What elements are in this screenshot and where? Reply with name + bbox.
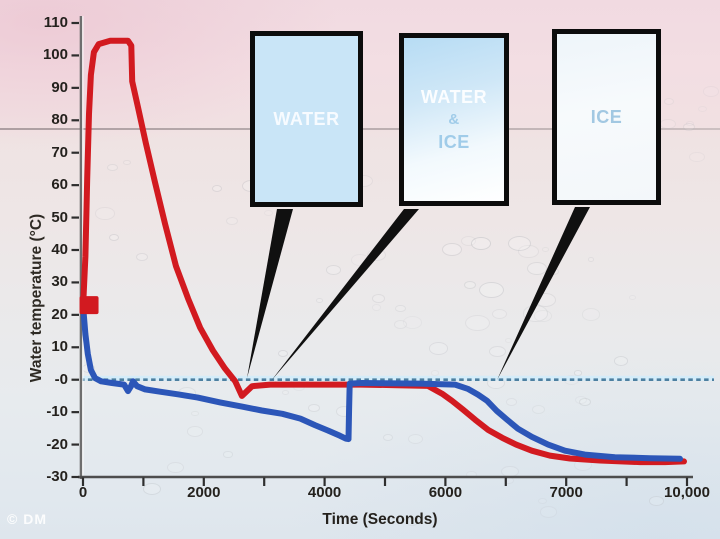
- droplet: [574, 370, 582, 376]
- droplet: [371, 304, 382, 311]
- droplet: [277, 349, 288, 357]
- red-start-marker: [79, 296, 99, 315]
- droplet: [682, 122, 696, 131]
- droplet: [506, 398, 518, 407]
- droplet: [382, 434, 393, 442]
- droplet: [430, 370, 439, 376]
- callout-water-ice-label-amp: &: [448, 110, 460, 128]
- water-ice-box-pointer: [271, 209, 419, 381]
- callout-box-water: WATER: [250, 31, 363, 207]
- droplet: [649, 496, 664, 506]
- droplet: [442, 242, 462, 256]
- callout-box-ice: ICE: [552, 29, 661, 205]
- droplet: [326, 265, 341, 276]
- droplet: [136, 252, 149, 262]
- red-temperature-curve: [80, 37, 687, 466]
- droplet: [405, 517, 418, 527]
- droplet: [504, 337, 512, 344]
- droplet: [371, 293, 386, 303]
- water-box-pointer: [247, 209, 293, 378]
- droplet: [614, 356, 629, 366]
- callout-water-ice-label-water: WATER: [420, 87, 488, 108]
- droplet: [575, 396, 587, 405]
- droplet: [689, 152, 705, 163]
- callout-box-water-and-ice: WATER & ICE: [399, 33, 509, 206]
- droplet: [394, 320, 408, 330]
- callout-pointer-wedges: [247, 207, 590, 381]
- droplet: [264, 210, 273, 217]
- droplet: [407, 433, 423, 445]
- droplet: [429, 342, 449, 355]
- zero-degree-dashed-line: [80, 375, 714, 382]
- droplet: [191, 411, 199, 417]
- droplet: [581, 308, 601, 321]
- droplet: [587, 257, 595, 262]
- droplet: [123, 159, 132, 166]
- droplet: [95, 207, 115, 220]
- droplet: [282, 390, 289, 396]
- droplet: [507, 236, 532, 252]
- droplet: [463, 280, 476, 290]
- droplet: [223, 451, 233, 458]
- droplet: [109, 233, 120, 241]
- callout-box-ice-label: ICE: [590, 106, 623, 127]
- droplet: [539, 506, 557, 518]
- droplet: [308, 404, 320, 412]
- callout-box-water-label: WATER: [273, 108, 340, 129]
- droplet: [531, 405, 546, 415]
- callout-water-ice-label-ice: ICE: [438, 131, 470, 152]
- droplet: [464, 314, 490, 331]
- y-axis-title: Water temperature (°C): [28, 213, 45, 383]
- droplet: [187, 426, 203, 437]
- droplet: [538, 497, 547, 504]
- droplet: [225, 216, 239, 226]
- droplet: [106, 163, 118, 172]
- x-axis-title: Time (Seconds): [322, 511, 438, 528]
- droplet: [663, 97, 674, 105]
- droplet: [211, 184, 223, 192]
- droplet: [526, 261, 547, 275]
- droplet: [628, 295, 636, 301]
- droplet: [395, 304, 407, 313]
- droplet: [541, 246, 549, 252]
- droplet: [471, 237, 491, 251]
- dm-watermark: © DM: [7, 511, 47, 527]
- blue-temperature-curve: [80, 302, 683, 462]
- droplet: [489, 346, 506, 358]
- droplet: [492, 309, 508, 320]
- ice-box-pointer: [497, 207, 590, 380]
- droplet: [167, 462, 184, 474]
- droplet: [703, 86, 720, 97]
- droplet: [698, 105, 707, 112]
- droplet: [142, 482, 161, 495]
- droplet: [479, 281, 504, 299]
- droplet: [316, 298, 323, 303]
